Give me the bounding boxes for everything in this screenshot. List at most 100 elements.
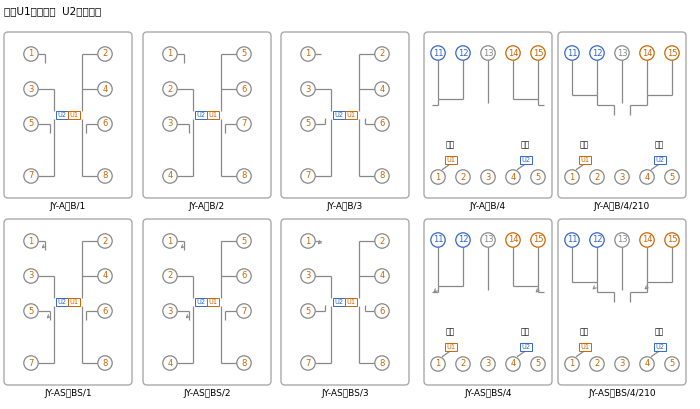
Circle shape — [665, 357, 679, 371]
Text: U1: U1 — [446, 157, 455, 163]
Text: 3: 3 — [485, 360, 491, 369]
Circle shape — [24, 304, 38, 318]
Circle shape — [481, 170, 495, 184]
Text: 15: 15 — [533, 49, 543, 58]
FancyBboxPatch shape — [4, 219, 132, 385]
Circle shape — [24, 356, 38, 370]
Text: U1: U1 — [580, 157, 589, 163]
Circle shape — [98, 82, 112, 96]
Text: U2: U2 — [655, 157, 664, 163]
Bar — [207, 298, 219, 306]
Text: U1: U1 — [446, 344, 455, 350]
Text: 13: 13 — [617, 49, 627, 58]
Bar — [578, 156, 591, 164]
Text: 3: 3 — [485, 173, 491, 182]
Circle shape — [237, 117, 251, 131]
Text: 2: 2 — [102, 49, 108, 58]
Text: 3: 3 — [167, 306, 173, 315]
Text: 7: 7 — [28, 171, 34, 180]
Text: U1: U1 — [346, 112, 356, 118]
Circle shape — [640, 357, 655, 371]
Text: 5: 5 — [305, 306, 311, 315]
Circle shape — [237, 169, 251, 183]
Circle shape — [163, 356, 177, 370]
Text: JY-AS，BS/4/210: JY-AS，BS/4/210 — [588, 389, 656, 398]
Circle shape — [430, 46, 445, 60]
Text: U2: U2 — [335, 299, 344, 305]
Text: 4: 4 — [379, 272, 384, 281]
Text: 4: 4 — [379, 85, 384, 94]
Circle shape — [301, 82, 315, 96]
Text: JY-A，B/1: JY-A，B/1 — [50, 202, 86, 211]
Circle shape — [24, 117, 38, 131]
Text: 11: 11 — [433, 236, 443, 245]
Circle shape — [374, 304, 389, 318]
Text: 1: 1 — [569, 360, 575, 369]
Text: 1: 1 — [167, 49, 173, 58]
Circle shape — [590, 46, 604, 60]
FancyBboxPatch shape — [143, 219, 271, 385]
Circle shape — [640, 46, 655, 60]
Text: JY-A，B/2: JY-A，B/2 — [189, 202, 225, 211]
Circle shape — [640, 233, 655, 247]
Text: 5: 5 — [29, 306, 34, 315]
Text: JY-A，B/3: JY-A，B/3 — [327, 202, 363, 211]
Text: 1: 1 — [29, 236, 34, 245]
Text: 6: 6 — [379, 306, 385, 315]
Text: 电源: 电源 — [446, 141, 455, 150]
FancyBboxPatch shape — [4, 32, 132, 198]
Text: JY-AS，BS/4: JY-AS，BS/4 — [464, 389, 512, 398]
Circle shape — [237, 47, 251, 61]
Text: 8: 8 — [102, 171, 108, 180]
Circle shape — [24, 169, 38, 183]
Circle shape — [301, 269, 315, 283]
FancyBboxPatch shape — [281, 32, 409, 198]
Bar — [56, 298, 68, 306]
Text: 5: 5 — [305, 119, 311, 128]
Bar — [195, 111, 207, 119]
Circle shape — [98, 304, 112, 318]
Circle shape — [98, 356, 112, 370]
Circle shape — [237, 269, 251, 283]
FancyBboxPatch shape — [424, 219, 552, 385]
Bar — [207, 111, 219, 119]
Text: 7: 7 — [305, 359, 311, 368]
Text: 3: 3 — [167, 119, 173, 128]
Text: 启动: 启动 — [521, 141, 530, 150]
Circle shape — [665, 170, 679, 184]
Text: 14: 14 — [642, 236, 652, 245]
Circle shape — [430, 233, 445, 247]
Text: U2: U2 — [197, 299, 206, 305]
Circle shape — [98, 269, 112, 283]
Circle shape — [374, 47, 389, 61]
Text: 6: 6 — [102, 306, 108, 315]
Circle shape — [237, 356, 251, 370]
Bar — [654, 156, 666, 164]
Text: 14: 14 — [642, 49, 652, 58]
Circle shape — [301, 304, 315, 318]
Text: 8: 8 — [241, 359, 246, 368]
Text: 12: 12 — [592, 49, 602, 58]
Text: 4: 4 — [102, 272, 108, 281]
Text: U1: U1 — [209, 112, 218, 118]
Text: 5: 5 — [241, 49, 246, 58]
Text: 6: 6 — [241, 272, 246, 281]
Circle shape — [163, 169, 177, 183]
Text: 3: 3 — [305, 272, 311, 281]
Circle shape — [98, 169, 112, 183]
Circle shape — [98, 117, 112, 131]
Circle shape — [615, 46, 629, 60]
Circle shape — [506, 170, 520, 184]
Text: 启动: 启动 — [655, 328, 664, 337]
Text: 1: 1 — [569, 173, 575, 182]
Text: 3: 3 — [305, 85, 311, 94]
Bar — [654, 343, 666, 351]
Bar — [444, 343, 456, 351]
Circle shape — [163, 117, 177, 131]
Text: U1: U1 — [69, 299, 78, 305]
Text: 2: 2 — [167, 272, 173, 281]
Text: 15: 15 — [666, 49, 678, 58]
Text: JY-AS，BS/3: JY-AS，BS/3 — [321, 389, 369, 398]
Circle shape — [98, 234, 112, 248]
Circle shape — [565, 357, 579, 371]
